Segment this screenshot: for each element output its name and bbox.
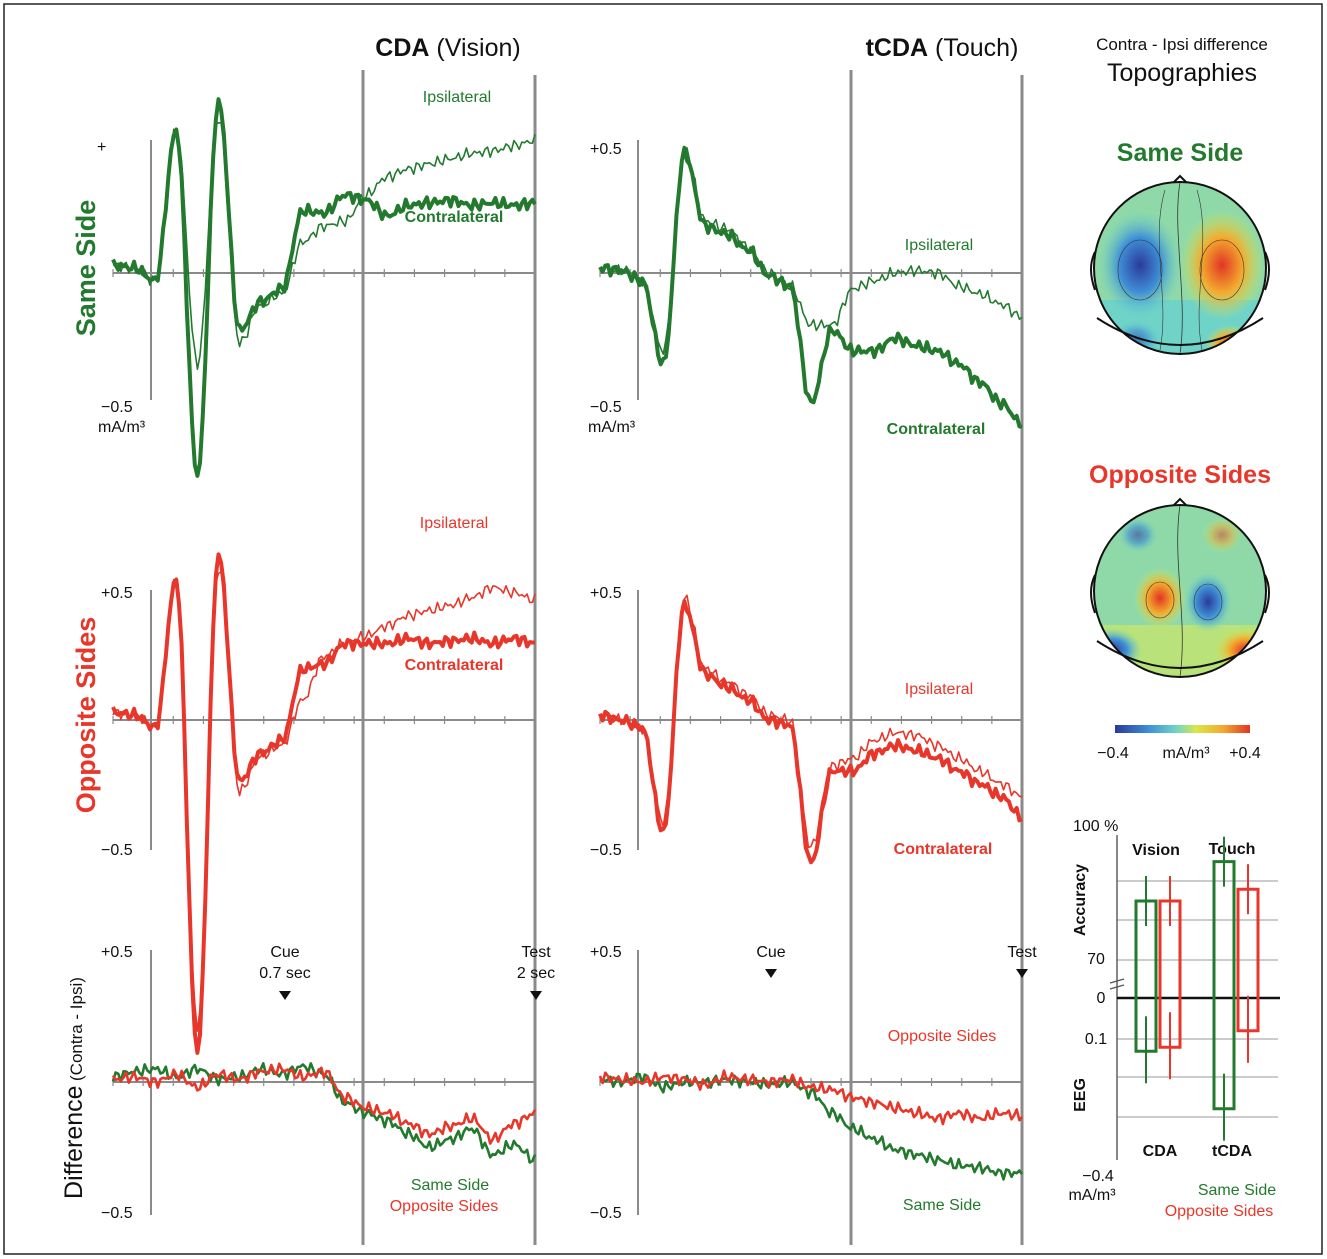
axis-break-icon [1109, 978, 1125, 990]
bar-marks [1109, 835, 1280, 1160]
tick-minus05-c: −0.5 [101, 1205, 133, 1222]
tick-minus05-b: −0.5 [101, 842, 133, 859]
test-time-a: 2 sec [517, 965, 555, 982]
cue-time-a: 0.7 sec [259, 965, 311, 982]
cue-label-a: Cue [270, 944, 299, 961]
acc-tick-70: 70 [1087, 951, 1105, 968]
colorbar-min: −0.4 [1097, 745, 1129, 762]
tcda-title: tCDA (Touch) [866, 34, 1019, 62]
bar-panel: 100 % 70 0 0.1 −0.4 mA/m³ Accuracy EEG V… [1068, 818, 1280, 1220]
cat-vision: Vision [1132, 842, 1180, 859]
tick-minus05-e: −0.5 [590, 842, 622, 859]
label-contra-cda-opp: Contralateral [405, 657, 504, 674]
tick-plus05-f: +0.5 [590, 944, 622, 961]
unit-label-a: mA/m³ [98, 419, 146, 436]
tick-plus05-b: +0.5 [101, 585, 133, 602]
label-ipsi-cda-opp: Ipsilateral [420, 515, 488, 532]
ear-left-icon [1090, 251, 1096, 291]
cue-label-b: Cue [756, 944, 785, 961]
eeg-ylabel: EEG [1072, 1078, 1089, 1112]
label-ipsi-cda-same: Ipsilateral [423, 89, 491, 106]
series-line-contralateral [111, 97, 537, 478]
tick-plus: + [97, 139, 106, 156]
eeg-tick-01: 0.1 [1085, 1031, 1107, 1048]
tick-plus05-d: +0.5 [590, 141, 622, 158]
bar-legend-same: Same Side [1198, 1182, 1276, 1199]
label-ipsi-tcda-same: Ipsilateral [905, 237, 973, 254]
topography-opposite-sides [1090, 497, 1270, 678]
topo-heading-2: Topographies [1107, 59, 1257, 87]
colorbar-max: +0.4 [1229, 745, 1261, 762]
topo-title-opposite: Opposite Sides [1089, 461, 1271, 489]
ear-right-icon [1264, 574, 1270, 614]
tick-minus05-a: −0.5 [101, 399, 133, 416]
cat-cda: CDA [1143, 1143, 1178, 1160]
panel-1 [598, 140, 1023, 429]
test-arrow-a [530, 991, 542, 1000]
series-line-same-side [599, 1072, 1024, 1181]
tick-plus05-c: +0.5 [101, 944, 133, 961]
tick-minus05-f: −0.5 [590, 1205, 622, 1222]
test-label-a: Test [521, 944, 551, 961]
label-contra-cda-same: Contralateral [405, 209, 504, 226]
erp-panels [111, 70, 1024, 1245]
cue-arrow-b [765, 969, 777, 978]
label-opposite-tcda-diff: Opposite Sides [888, 1028, 997, 1045]
row-label-opposite-sides: Opposite Sides [71, 617, 101, 814]
legend-opposite-a: Opposite Sides [390, 1198, 499, 1215]
cue-arrow-a [279, 991, 291, 1000]
series-line-contralateral [598, 599, 1023, 865]
series-line-opposite-sides [598, 1069, 1024, 1126]
eeg-unit: mA/m³ [1068, 1187, 1116, 1204]
eeg-tick-0: 0 [1097, 990, 1106, 1007]
panel-2 [111, 552, 536, 1055]
panel-3 [598, 590, 1023, 865]
tick-minus05-d: −0.5 [590, 399, 622, 416]
topo-heading-1: Contra - Ipsi difference [1096, 35, 1268, 54]
unit-label-d: mA/m³ [588, 419, 636, 436]
row-label-same-side: Same Side [71, 200, 101, 337]
colorbar [1115, 725, 1250, 733]
colorbar-unit: mA/m³ [1162, 745, 1210, 762]
panel-5 [598, 950, 1024, 1215]
row-label-difference: Difference (Contra - Ipsi) [60, 977, 88, 1199]
panel-4 [111, 950, 537, 1215]
cat-tcda: tCDA [1212, 1143, 1252, 1160]
label-same-tcda-diff: Same Side [903, 1197, 981, 1214]
series-line-contralateral [598, 145, 1023, 429]
eeg-tick-minus04: −0.4 [1082, 1168, 1114, 1185]
acc-tick-100: 100 % [1073, 818, 1118, 835]
series-line-opposite-sides [111, 1062, 537, 1145]
tick-plus05-e: +0.5 [590, 585, 622, 602]
test-arrow-b [1016, 969, 1028, 978]
topo-title-same: Same Side [1117, 139, 1244, 167]
acc-ylabel: Accuracy [1072, 864, 1089, 936]
cda-title: CDA (Vision) [375, 34, 520, 62]
label-contra-tcda-opp: Contralateral [894, 841, 993, 858]
bar-legend-opposite: Opposite Sides [1165, 1203, 1274, 1220]
label-ipsi-tcda-opp: Ipsilateral [905, 681, 973, 698]
test-label-b: Test [1007, 944, 1037, 961]
ear-left-icon [1090, 574, 1096, 614]
ear-right-icon [1264, 251, 1270, 291]
label-contra-tcda-same: Contralateral [887, 421, 986, 438]
cat-touch: Touch [1209, 841, 1256, 858]
panel-0 [111, 97, 537, 478]
series-line-contralateral [111, 552, 535, 1055]
legend-same-a: Same Side [411, 1177, 489, 1194]
